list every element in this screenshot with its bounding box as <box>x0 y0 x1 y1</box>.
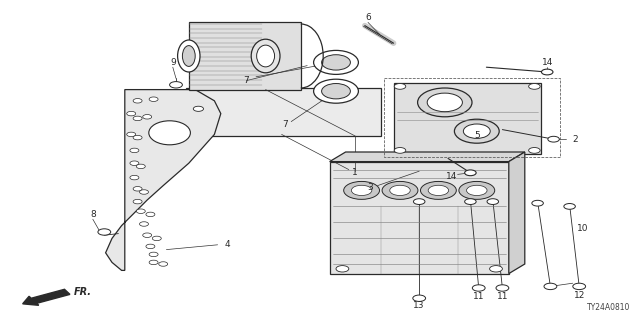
Text: 9: 9 <box>170 58 175 67</box>
Polygon shape <box>189 22 301 90</box>
Circle shape <box>459 181 495 199</box>
Circle shape <box>344 181 380 199</box>
Text: 1: 1 <box>353 168 358 177</box>
Circle shape <box>532 200 543 206</box>
Circle shape <box>146 244 155 249</box>
Text: TY24A0810: TY24A0810 <box>587 303 630 312</box>
Circle shape <box>143 233 152 237</box>
Ellipse shape <box>149 121 191 145</box>
Circle shape <box>146 212 155 217</box>
Circle shape <box>467 185 487 196</box>
Polygon shape <box>186 88 381 136</box>
Circle shape <box>133 99 142 103</box>
FancyArrow shape <box>22 289 70 305</box>
Circle shape <box>420 181 456 199</box>
Circle shape <box>127 132 136 137</box>
Polygon shape <box>106 90 221 270</box>
Circle shape <box>193 106 204 111</box>
Ellipse shape <box>454 119 499 143</box>
Ellipse shape <box>417 88 472 117</box>
Text: 11: 11 <box>497 292 508 301</box>
Text: 7: 7 <box>244 76 249 85</box>
Circle shape <box>573 283 586 290</box>
Circle shape <box>130 148 139 153</box>
Circle shape <box>496 285 509 291</box>
Ellipse shape <box>322 55 351 70</box>
Text: 4: 4 <box>225 240 230 249</box>
Text: 13: 13 <box>413 301 425 310</box>
Circle shape <box>133 116 142 121</box>
Ellipse shape <box>322 84 351 99</box>
Circle shape <box>413 295 426 301</box>
Circle shape <box>133 135 142 140</box>
Circle shape <box>564 204 575 209</box>
Text: 7: 7 <box>282 120 287 129</box>
Circle shape <box>541 69 553 75</box>
Circle shape <box>472 285 485 291</box>
Circle shape <box>382 181 418 199</box>
Ellipse shape <box>257 45 275 67</box>
Circle shape <box>390 185 410 196</box>
Polygon shape <box>509 152 525 274</box>
Circle shape <box>428 185 449 196</box>
Text: 3: 3 <box>367 183 372 192</box>
Circle shape <box>465 170 476 176</box>
Polygon shape <box>330 152 525 162</box>
Circle shape <box>170 82 182 88</box>
Circle shape <box>159 262 168 266</box>
Text: 14: 14 <box>445 172 457 181</box>
Circle shape <box>149 260 158 265</box>
Circle shape <box>149 252 158 257</box>
Text: 8: 8 <box>90 210 95 219</box>
Circle shape <box>394 148 406 153</box>
Circle shape <box>351 185 372 196</box>
Polygon shape <box>394 83 541 154</box>
Circle shape <box>140 222 148 226</box>
Text: 10: 10 <box>577 224 588 233</box>
Text: 5: 5 <box>474 131 479 140</box>
Polygon shape <box>330 162 509 274</box>
Text: FR.: FR. <box>74 287 92 297</box>
Text: 11: 11 <box>473 292 484 301</box>
Circle shape <box>413 199 425 204</box>
Ellipse shape <box>463 124 490 138</box>
Circle shape <box>98 229 111 235</box>
Circle shape <box>136 209 145 213</box>
Circle shape <box>529 84 540 89</box>
Circle shape <box>487 199 499 204</box>
Circle shape <box>336 266 349 272</box>
Text: 6: 6 <box>365 13 371 22</box>
Ellipse shape <box>182 46 195 67</box>
Circle shape <box>127 111 136 116</box>
Text: 12: 12 <box>573 292 585 300</box>
Circle shape <box>140 190 148 194</box>
Circle shape <box>133 187 142 191</box>
Circle shape <box>548 136 559 142</box>
Circle shape <box>394 84 406 89</box>
Ellipse shape <box>178 40 200 72</box>
Ellipse shape <box>314 79 358 103</box>
Circle shape <box>544 283 557 290</box>
Circle shape <box>152 236 161 241</box>
Circle shape <box>465 199 476 204</box>
Text: 14: 14 <box>541 58 553 67</box>
Circle shape <box>133 199 142 204</box>
Circle shape <box>130 161 139 165</box>
Ellipse shape <box>428 93 462 112</box>
Circle shape <box>136 164 145 169</box>
Circle shape <box>130 175 139 180</box>
Circle shape <box>529 148 540 153</box>
Ellipse shape <box>251 39 280 73</box>
Ellipse shape <box>314 50 358 74</box>
Circle shape <box>149 97 158 101</box>
Text: 2: 2 <box>572 135 577 144</box>
Circle shape <box>490 266 502 272</box>
Circle shape <box>143 115 152 119</box>
